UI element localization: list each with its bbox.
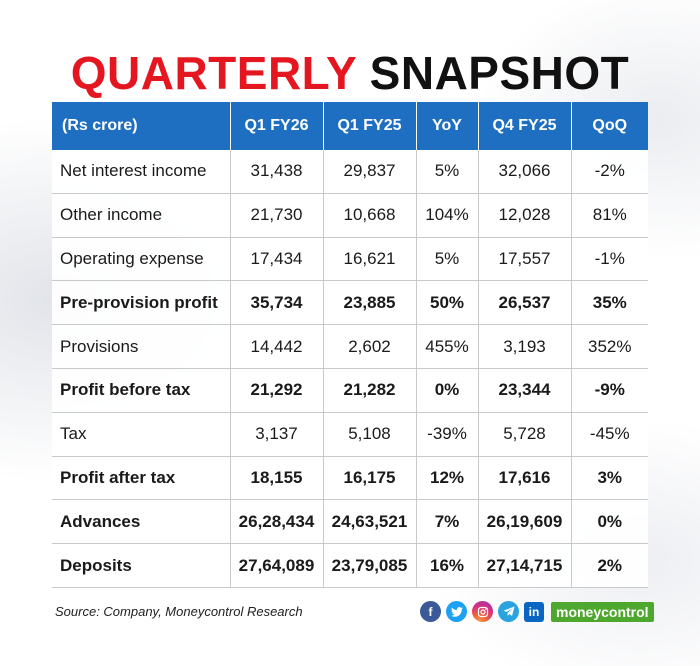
cell-value: 35% (571, 280, 648, 326)
cell-value: 3,137 (230, 412, 324, 457)
row-label: Tax (52, 412, 231, 457)
cell-value: 21,282 (323, 368, 417, 413)
row-label: Profit after tax (52, 456, 231, 501)
cell-value: -39% (416, 412, 479, 457)
cell-value: 16,175 (323, 456, 417, 501)
cell-value: 81% (571, 193, 648, 238)
row-label: Deposits (52, 543, 231, 588)
cell-value: 10,668 (323, 193, 417, 238)
cell-value: 17,557 (478, 237, 572, 282)
cell-value: 23,885 (323, 280, 417, 326)
table-header-row: (Rs crore) Q1 FY26 Q1 FY25 YoY Q4 FY25 Q… (52, 102, 648, 150)
cell-value: 35,734 (230, 280, 324, 326)
title-rest: SNAPSHOT (369, 47, 630, 99)
cell-value: 0% (571, 499, 648, 545)
column-header-qoq: QoQ (571, 102, 648, 150)
cell-value: 2,602 (323, 324, 417, 369)
cell-value: 12,028 (478, 193, 572, 238)
row-label: Provisions (52, 324, 231, 369)
cell-value: -1% (571, 237, 648, 282)
cell-value: 104% (416, 193, 479, 238)
cell-value: 7% (416, 499, 479, 545)
cell-value: 12% (416, 456, 479, 501)
column-header-unit: (Rs crore) (52, 102, 231, 150)
cell-value: -9% (571, 368, 648, 413)
telegram-icon[interactable] (498, 601, 519, 622)
row-label: Advances (52, 499, 231, 545)
cell-value: 16,621 (323, 237, 417, 282)
table-row: Provisions 14,442 2,602 455% 3,193 352% (52, 324, 648, 369)
cell-value: 16% (416, 543, 479, 588)
cell-value: 5% (416, 237, 479, 282)
column-header-q1fy26: Q1 FY26 (230, 102, 324, 150)
social-icons: f in moneycontrol (420, 601, 654, 622)
cell-value: 26,537 (478, 280, 572, 326)
column-header-yoy: YoY (416, 102, 479, 150)
table-row: Other income 21,730 10,668 104% 12,028 8… (52, 193, 648, 238)
cell-value: 29,837 (323, 150, 417, 194)
cell-value: 0% (416, 368, 479, 413)
cell-value: 18,155 (230, 456, 324, 501)
cell-value: 27,64,089 (230, 543, 324, 588)
table-row: Deposits 27,64,089 23,79,085 16% 27,14,7… (52, 543, 648, 588)
cell-value: 50% (416, 280, 479, 326)
table-row: Profit after tax 18,155 16,175 12% 17,61… (52, 456, 648, 501)
page-title: QUARTERLY SNAPSHOT (0, 46, 700, 100)
cell-value: 2% (571, 543, 648, 588)
instagram-icon[interactable] (472, 601, 493, 622)
cell-value: -45% (571, 412, 648, 457)
cell-value: 3,193 (478, 324, 572, 369)
twitter-icon[interactable] (446, 601, 467, 622)
table-row: Pre-provision profit 35,734 23,885 50% 2… (52, 280, 648, 326)
cell-value: 17,616 (478, 456, 572, 501)
cell-value: 23,344 (478, 368, 572, 413)
cell-value: 455% (416, 324, 479, 369)
cell-value: 5% (416, 150, 479, 194)
cell-value: 24,63,521 (323, 499, 417, 545)
table-row: Tax 3,137 5,108 -39% 5,728 -45% (52, 412, 648, 457)
cell-value: 5,108 (323, 412, 417, 457)
column-header-q4fy25: Q4 FY25 (478, 102, 572, 150)
title-highlight: QUARTERLY (70, 47, 357, 99)
row-label: Net interest income (52, 150, 231, 194)
cell-value: 3% (571, 456, 648, 501)
column-header-q1fy25: Q1 FY25 (323, 102, 417, 150)
cell-value: 27,14,715 (478, 543, 572, 588)
cell-value: 5,728 (478, 412, 572, 457)
facebook-icon[interactable]: f (420, 601, 441, 622)
snapshot-table: (Rs crore) Q1 FY26 Q1 FY25 YoY Q4 FY25 Q… (52, 102, 648, 588)
cell-value: 14,442 (230, 324, 324, 369)
source-note: Source: Company, Moneycontrol Research (55, 604, 303, 619)
cell-value: 21,730 (230, 193, 324, 238)
cell-value: 26,28,434 (230, 499, 324, 545)
cell-value: 23,79,085 (323, 543, 417, 588)
moneycontrol-logo: moneycontrol (551, 601, 654, 622)
cell-value: -2% (571, 150, 648, 194)
row-label: Profit before tax (52, 368, 231, 413)
linkedin-icon[interactable]: in (524, 601, 544, 622)
cell-value: 31,438 (230, 150, 324, 194)
table-row: Advances 26,28,434 24,63,521 7% 26,19,60… (52, 499, 648, 545)
row-label: Operating expense (52, 237, 231, 282)
cell-value: 17,434 (230, 237, 324, 282)
cell-value: 32,066 (478, 150, 572, 194)
cell-value: 352% (571, 324, 648, 369)
cell-value: 21,292 (230, 368, 324, 413)
row-label: Pre-provision profit (52, 280, 231, 326)
row-label: Other income (52, 193, 231, 238)
table-row: Operating expense 17,434 16,621 5% 17,55… (52, 237, 648, 282)
cell-value: 26,19,609 (478, 499, 572, 545)
table-row: Net interest income 31,438 29,837 5% 32,… (52, 150, 648, 194)
table-row: Profit before tax 21,292 21,282 0% 23,34… (52, 368, 648, 413)
